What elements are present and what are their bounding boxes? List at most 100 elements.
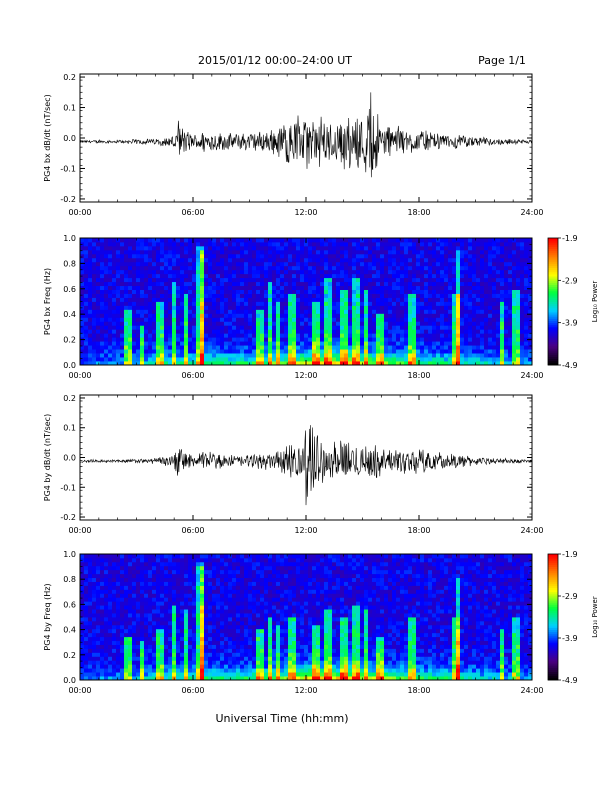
colorbar-segment (548, 350, 558, 353)
colorbar-segment (548, 284, 558, 288)
y-tick-label: 0.2 (63, 336, 76, 345)
y-tick-label: -0.1 (60, 483, 76, 492)
colorbar-segment (548, 252, 558, 256)
colorbar-frame (547, 553, 559, 681)
figure-title: 2015/01/12 00:00–24:00 UT (198, 54, 352, 67)
colorbar-segment (548, 254, 558, 258)
y-tick-label: 0.6 (63, 600, 76, 609)
colorbar-segment (548, 290, 558, 294)
panels: 00:00 06:00 12:00 18:00 24:00 0.2 0.1 0.0 -0.1 -0… (43, 73, 599, 695)
colorbar-segment (548, 585, 558, 588)
colorbar-segment (548, 297, 558, 300)
panel-3: 00:00 06:00 12:00 18:00 24:00 0.2 0.1 0.0 -0.1 -0… (43, 394, 544, 535)
y-tick-label: 0.4 (63, 626, 76, 635)
colorbar-segment (548, 324, 558, 328)
colorbar-segment (548, 589, 558, 593)
heatmap-cells (80, 554, 533, 681)
colorbar-segment (548, 621, 558, 624)
colorbar-segment (548, 293, 558, 296)
colorbar-segment (548, 280, 558, 283)
colorbar-segment (548, 577, 558, 580)
y-tick-label: 0.8 (63, 575, 76, 584)
colorbar-segment (548, 652, 558, 656)
colorbar-segment (548, 286, 558, 290)
x-tick-label: 12:00 (294, 686, 317, 695)
colorbar-segment (548, 604, 558, 607)
colorbar-segment (548, 642, 558, 645)
colorbar-segment (548, 301, 558, 305)
colorbar-segment (548, 259, 558, 262)
colorbar-segment (548, 623, 558, 626)
colorbar-segment (548, 556, 558, 559)
x-tick-label: 12:00 (294, 371, 317, 380)
colorbar-segment (548, 575, 558, 578)
colorbar-segment (548, 587, 558, 591)
panel-1: 00:00 06:00 12:00 18:00 24:00 0.2 0.1 0.0 -0.1 -0… (43, 73, 544, 217)
colorbar-segment (548, 265, 558, 269)
colorbar-segment (548, 248, 558, 252)
colorbar-segment (548, 354, 558, 357)
colorbar-segment (548, 600, 558, 603)
colorbar-segment (548, 362, 558, 366)
x-tick-label: 00:00 (68, 208, 91, 217)
colorbar-segment (548, 326, 558, 330)
colorbar-segment (548, 650, 558, 654)
colorbar-tick-label: -1.9 (562, 550, 578, 559)
colorbar-segment (548, 661, 558, 664)
y-tick-label: 0.1 (63, 424, 76, 433)
y-axis-label: PG4 by dB/dt (nT/sec) (43, 414, 52, 501)
x-tick-label: 18:00 (407, 208, 430, 217)
colorbar-segment (548, 343, 558, 347)
colorbar-segment (548, 240, 558, 243)
colorbar-segment (548, 614, 558, 618)
colorbar-segment (548, 257, 558, 260)
colorbar-segment (548, 638, 558, 641)
colorbar-segment (548, 568, 558, 572)
x-tick-label: 18:00 (407, 526, 430, 535)
y-tick-label: 0.8 (63, 259, 76, 268)
heatmap-cells (80, 238, 533, 366)
colorbar-segment (548, 238, 558, 241)
colorbar-segment (548, 278, 558, 281)
colorbar-tick-label: -4.9 (562, 676, 578, 685)
colorbar-segment (548, 295, 558, 298)
colorbar-segment (548, 667, 558, 670)
panel-2: 00:00 06:00 12:00 18:00 24:00 1.0 0.8 0.6 0.4 0.2… (43, 234, 544, 380)
colorbar-segment (548, 299, 558, 302)
colorbar-segment (548, 322, 558, 326)
colorbar-segment (548, 659, 558, 662)
colorbar-segment (548, 640, 558, 643)
colorbar-segment (548, 564, 558, 567)
colorbar-segment (548, 598, 558, 601)
colorbar-tick-label: -3.9 (562, 319, 578, 328)
colorbar-tick-label: -1.9 (562, 234, 578, 243)
colorbar-segment (548, 263, 558, 266)
y-axis-label: PG4 by Freq (Hz) (43, 583, 52, 650)
colorbar-segment (548, 339, 558, 343)
colorbar-segment (548, 673, 558, 677)
colorbar-segment (548, 312, 558, 315)
colorbar-segment (548, 677, 558, 681)
colorbar-segment (548, 345, 558, 349)
colorbar-segment (548, 250, 558, 254)
colorbar-segment (548, 244, 558, 247)
x-tick-label: 06:00 (181, 371, 204, 380)
colorbar-segment (548, 331, 558, 334)
colorbar-segment (548, 671, 558, 675)
colorbar-segment (548, 562, 558, 565)
colorbar-segment (548, 631, 558, 635)
colorbar-tick-label: -2.9 (562, 592, 578, 601)
colorbar-segment (548, 246, 558, 249)
series-line (79, 425, 533, 506)
colorbar-segment (548, 329, 558, 332)
y-axis-label: PG4 bx Freq (Hz) (43, 268, 52, 335)
x-tick-label: 00:00 (68, 686, 91, 695)
x-tick-label: 12:00 (294, 526, 317, 535)
colorbar-segment (548, 288, 558, 292)
colorbar-segment (548, 554, 558, 557)
y-tick-label: 0.1 (63, 104, 76, 113)
colorbar-segment (548, 303, 558, 307)
colorbar-segment (548, 612, 558, 616)
x-tick-label: 24:00 (520, 686, 543, 695)
colorbar-segment (548, 271, 558, 275)
